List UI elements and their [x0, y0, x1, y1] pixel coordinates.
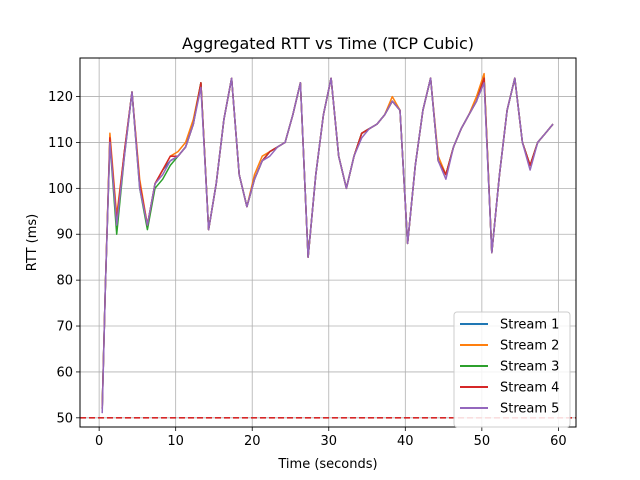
legend-label: Stream 4	[500, 381, 559, 396]
y-tick-label: 80	[56, 274, 73, 289]
series-lines	[101, 72, 554, 414]
x-tick-label: 10	[167, 434, 184, 449]
x-axis-ticks: 0 10 20 30 40 50 60	[95, 427, 567, 449]
plot-frame	[79, 57, 577, 428]
x-tick-label: 60	[550, 434, 567, 449]
x-axis-label: Time (seconds)	[277, 457, 377, 472]
y-tick-label: 110	[48, 136, 73, 151]
y-axis-ticks: 50 60 70 80 90 100 110 120	[48, 90, 80, 426]
y-tick-label: 50	[56, 411, 73, 426]
y-tick-label: 60	[56, 365, 73, 380]
legend-label: Stream 1	[500, 318, 559, 333]
y-tick-label: 120	[48, 90, 73, 105]
y-tick-label: 100	[48, 182, 73, 197]
x-tick-label: 0	[95, 434, 103, 449]
legend: Stream 1 Stream 2 Stream 3 Stream 4 Stream 5	[453, 311, 571, 428]
x-tick-label: 30	[320, 434, 337, 449]
legend-box	[453, 311, 571, 428]
legend-label: Stream 5	[500, 402, 559, 417]
chart-title: Aggregated RTT vs Time (TCP Cubic)	[182, 34, 474, 53]
grid	[80, 58, 576, 427]
series-line-5	[101, 77, 554, 414]
legend-label: Stream 3	[500, 360, 559, 375]
legend-label: Stream 2	[500, 339, 559, 354]
x-tick-label: 40	[397, 434, 414, 449]
x-tick-label: 50	[474, 434, 491, 449]
y-axis-label: RTT (ms)	[25, 214, 40, 271]
y-tick-label: 90	[56, 228, 73, 243]
x-tick-label: 20	[244, 434, 261, 449]
y-tick-label: 70	[56, 320, 73, 335]
